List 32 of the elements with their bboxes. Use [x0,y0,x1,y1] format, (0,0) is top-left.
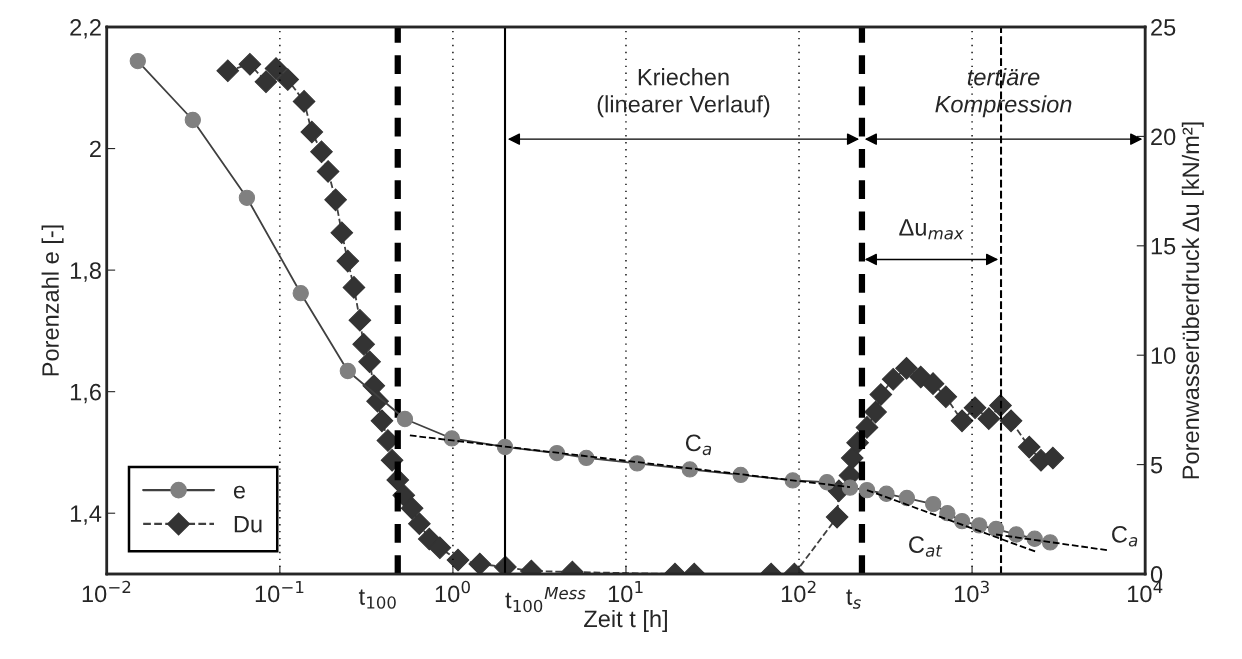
y2-tick-label: 25 [1151,19,1176,36]
x-tick-label: 10$^{−1}$ [255,580,304,603]
y-axis-title: Porenzahl e [-] [41,225,64,376]
y2-tick-label: 10 [1151,347,1176,364]
x-tick-label: 10$^{−2}$ [82,580,131,603]
y2-tick-label: 0 [1150,566,1163,583]
y-tick-label: 1,4 [70,505,102,525]
annotation: Δu$_{max}$ [899,219,964,240]
x-tick-label: 10$^{4}$ [1128,580,1163,603]
x-tick-label: 10$^{1}$ [608,580,643,603]
annotation: C$_{at}$ [909,536,943,557]
y-tick-label: 2 [90,140,101,158]
legend-label: e [233,485,245,499]
annotation: tertiäre Kompression [935,68,1072,118]
y2-axis-title: Porenwasserüberdruck Δu [kN/m²] [1181,122,1204,479]
ref-line-label: t$_{100}$ [358,589,396,609]
x-tick-label: 10$^{3}$ [954,580,989,603]
y2-tick-label: 20 [1151,128,1176,146]
y-tick-label: 1,8 [70,262,101,282]
y-tick-label: 2,2 [70,19,101,39]
x-axis-title: Zeit t [h] [584,609,667,632]
y2-tick-label: 15 [1151,238,1176,255]
legend-label: Du [234,515,262,533]
x-tick-label: 10$^{2}$ [781,580,816,603]
y-tick-label: 1,6 [70,383,101,404]
x-tick-label: 10$^{0}$ [435,580,470,603]
annotation: Kriechen (linearer Verlauf) [597,68,770,118]
ref-line-label: t$_{s}$ [846,589,861,609]
annotation: C$_{a}$ [685,434,712,456]
annotation: C$_{a}$ [1112,525,1138,547]
ref-line-label: t$_{100}$$^{Mess}$ [505,587,586,613]
y2-tick-label: 5 [1150,456,1163,474]
